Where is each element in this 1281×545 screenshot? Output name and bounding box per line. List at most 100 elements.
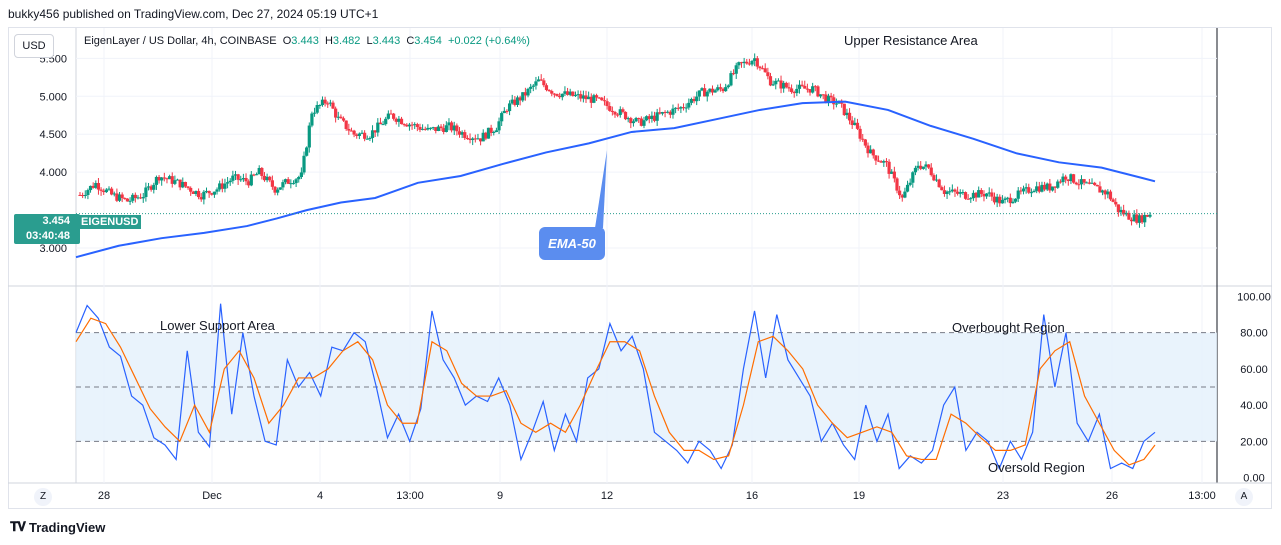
candle-body xyxy=(83,194,87,196)
candle-body xyxy=(194,190,198,194)
candle-body xyxy=(1008,197,1012,204)
high-value: 3.482 xyxy=(332,35,361,47)
candle-body xyxy=(254,174,259,176)
candle-body xyxy=(1103,190,1107,195)
candle-body xyxy=(581,95,585,99)
candle-body xyxy=(808,89,812,93)
candle-body xyxy=(175,179,180,181)
candle-body xyxy=(550,91,554,94)
tradingview-brand[interactable]: 𝐓𝐕 TradingView xyxy=(10,519,105,535)
candle-body xyxy=(270,180,274,187)
candle-body xyxy=(1090,182,1094,184)
candle-body xyxy=(112,193,116,195)
candle-body xyxy=(1108,191,1113,200)
candle-body xyxy=(998,196,1002,204)
candle-body xyxy=(608,106,612,111)
candle-body xyxy=(655,112,659,121)
candle-body xyxy=(919,165,923,169)
candle-body xyxy=(1122,209,1126,215)
candle-body xyxy=(536,79,541,82)
candle-body xyxy=(826,95,831,103)
candle-body xyxy=(547,90,551,92)
candle-body xyxy=(1011,201,1015,204)
upper-resistance-label: Upper Resistance Area xyxy=(844,33,978,48)
auto-scale-button[interactable]: A xyxy=(1235,488,1253,506)
candle-body xyxy=(1019,190,1023,192)
candle-body xyxy=(789,88,794,92)
candle-body xyxy=(1003,198,1007,201)
candle-body xyxy=(573,95,578,97)
candle-body xyxy=(1087,182,1091,184)
candle-body xyxy=(299,172,303,177)
candle-body xyxy=(236,174,240,180)
candle-body xyxy=(378,122,383,125)
currency-button[interactable]: USD xyxy=(14,34,54,58)
candle-body xyxy=(265,176,269,181)
candle-body xyxy=(1029,192,1034,194)
candle-body xyxy=(373,130,377,133)
tradingview-logo-icon: 𝐓𝐕 xyxy=(10,519,26,534)
candle-body xyxy=(887,161,891,174)
candle-body xyxy=(937,179,941,188)
candle-body xyxy=(1098,186,1102,193)
symbol-title: EigenLayer / US Dollar, 4h, COINBASE xyxy=(84,35,277,47)
candle-body xyxy=(647,116,651,119)
candle-body xyxy=(220,183,224,189)
candle-body xyxy=(1056,181,1060,188)
publisher-header: bukky456 published on TradingView.com, D… xyxy=(8,7,379,21)
candle-body xyxy=(742,61,746,64)
candle-body xyxy=(104,189,108,193)
candle-body xyxy=(766,72,770,77)
candle-body xyxy=(210,193,214,195)
oversold-label: Oversold Region xyxy=(988,460,1085,475)
candle-body xyxy=(739,62,744,64)
candle-body xyxy=(363,132,367,139)
candle-body xyxy=(484,132,488,139)
candle-body xyxy=(729,73,733,86)
candle-body xyxy=(1013,198,1018,202)
candle-body xyxy=(834,103,838,105)
candle-body xyxy=(415,124,419,127)
candle-body xyxy=(376,122,380,133)
candle-body xyxy=(1100,190,1105,193)
candle-body xyxy=(110,188,114,195)
candle-body xyxy=(558,95,562,98)
candle-body xyxy=(436,126,441,131)
candle-body xyxy=(1145,214,1149,217)
candle-body xyxy=(500,113,504,122)
lower-support-label: Lower Support Area xyxy=(160,318,275,333)
candle-body xyxy=(697,90,701,97)
candle-body xyxy=(515,97,520,105)
candle-body xyxy=(152,184,156,190)
candle-body xyxy=(502,110,506,114)
candle-body xyxy=(626,118,630,120)
candle-body xyxy=(1135,214,1139,223)
candle-body xyxy=(1042,184,1047,190)
candle-body xyxy=(863,139,867,146)
candle-body xyxy=(1016,190,1020,199)
candle-body xyxy=(544,85,549,91)
candle-body xyxy=(341,118,346,121)
candle-body xyxy=(958,192,962,194)
candle-body xyxy=(795,88,799,94)
candle-body xyxy=(853,122,857,126)
candle-body xyxy=(832,97,836,105)
ema-callout-pointer xyxy=(595,150,607,228)
candle-body xyxy=(146,186,151,188)
candle-body xyxy=(811,86,815,93)
candle-body xyxy=(639,118,643,126)
candle-body xyxy=(908,182,912,185)
candle-body xyxy=(320,99,325,106)
candle-body xyxy=(386,113,390,119)
candle-body xyxy=(610,110,614,112)
candle-body xyxy=(892,171,896,179)
candle-body xyxy=(956,191,960,194)
candle-body xyxy=(660,111,665,114)
zoom-button[interactable]: Z xyxy=(34,488,52,506)
candle-body xyxy=(397,118,401,122)
candle-body xyxy=(618,109,622,115)
candle-body xyxy=(797,84,802,89)
candle-body xyxy=(579,94,583,99)
candle-body xyxy=(642,120,646,126)
